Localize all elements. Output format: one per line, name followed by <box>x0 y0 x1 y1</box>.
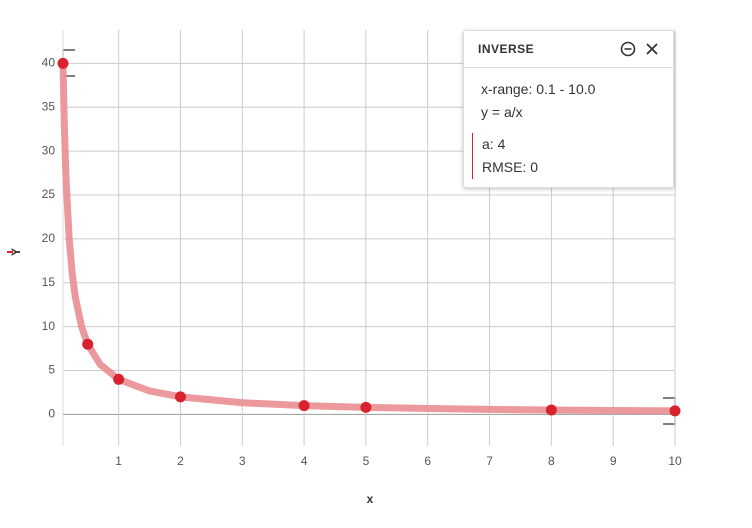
y-tick-label: 5 <box>48 363 55 377</box>
data-point <box>174 391 186 403</box>
x-tick-label: 6 <box>424 454 431 468</box>
x-tick-label: 3 <box>239 454 246 468</box>
param-text: a: 4 <box>482 136 506 152</box>
y-tick-label: 25 <box>42 187 56 201</box>
panel-title: INVERSE <box>478 42 535 56</box>
panel-header: INVERSE <box>464 31 673 68</box>
x-tick-label: 4 <box>301 454 308 468</box>
y-tick-label: 0 <box>48 407 55 421</box>
fit-panel: INVERSE x-range: 0.1 - 10.0 y = a/x a: 4… <box>463 30 674 188</box>
y-tick-label: 40 <box>42 56 56 70</box>
param-block: a: 4 RMSE: 0 <box>472 133 673 179</box>
data-point <box>669 405 681 417</box>
x-tick-label: 1 <box>115 454 122 468</box>
x-tick-label: 7 <box>486 454 493 468</box>
x-tick-label: 5 <box>363 454 370 468</box>
data-point <box>82 338 94 350</box>
y-tick-label: 35 <box>42 99 56 113</box>
data-point <box>57 57 69 69</box>
close-button[interactable] <box>643 40 661 58</box>
y-tick-label: 30 <box>42 143 56 157</box>
data-point <box>360 401 372 413</box>
data-point <box>545 404 557 416</box>
data-point <box>298 400 310 412</box>
x-axis-label: x <box>367 492 374 506</box>
x-tick-label: 9 <box>610 454 617 468</box>
equation-text: y = a/x <box>481 104 523 120</box>
x-tick-label: 8 <box>548 454 555 468</box>
range-text: x-range: 0.1 - 10.0 <box>481 81 596 97</box>
y-label-marker <box>7 251 13 253</box>
fit-curve <box>59 59 679 415</box>
data-point <box>113 373 125 385</box>
param-text: RMSE: 0 <box>482 159 539 175</box>
y-tick-label: 15 <box>42 275 56 289</box>
x-tick-label: 2 <box>177 454 184 468</box>
x-tick-label: 10 <box>668 454 682 468</box>
y-axis-label: Y <box>9 248 23 256</box>
minimize-button[interactable] <box>619 40 637 58</box>
y-tick-label: 10 <box>42 319 56 333</box>
y-tick-label: 20 <box>42 231 56 245</box>
